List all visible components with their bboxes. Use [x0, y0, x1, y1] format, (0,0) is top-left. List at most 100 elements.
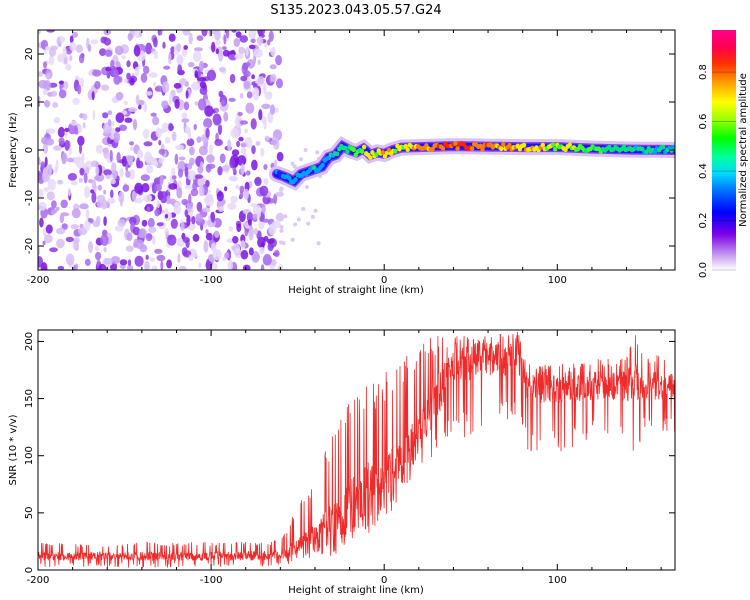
noise-blob [138, 31, 142, 38]
noise-blob [70, 224, 79, 230]
noise-blob [44, 234, 53, 244]
noise-blob [279, 228, 284, 233]
snr-y-tick-label: 100 [24, 446, 35, 465]
noise-blob [269, 64, 277, 70]
noise-blob [95, 251, 102, 261]
noise-blob [197, 98, 207, 111]
noise-blob [159, 30, 163, 36]
ridge-cell [351, 147, 356, 153]
noise-blob [182, 30, 191, 36]
noise-blob [261, 116, 267, 124]
noise-blob [267, 39, 271, 46]
ridge-cell [359, 149, 365, 154]
noise-blob [91, 179, 97, 189]
noise-blob [67, 173, 77, 181]
noise-blob [151, 265, 158, 270]
noise-blob [135, 239, 144, 250]
noise-blob [248, 30, 257, 39]
noise-blob [129, 77, 135, 86]
noise-blob [129, 169, 135, 180]
noise-blob [99, 48, 107, 56]
noise-blob [174, 201, 180, 206]
noise-blob [145, 91, 153, 96]
ridge-cell [550, 142, 556, 148]
noise-blob [88, 217, 92, 223]
noise-blob [240, 163, 245, 176]
ridge-cell [343, 145, 348, 151]
noise-blob [171, 131, 177, 142]
noise-blob [161, 122, 169, 133]
noise-blob [114, 45, 124, 56]
noise-blob [198, 60, 204, 73]
ridge-cell [361, 144, 367, 150]
noise-blob [205, 180, 210, 187]
noise-blob [140, 174, 150, 182]
noise-blob [168, 52, 172, 65]
noise-blob [238, 136, 244, 142]
noise-blob [175, 144, 185, 151]
noise-blob [246, 91, 253, 99]
noise-blob [268, 223, 277, 236]
snr-y-tick-label: 0 [24, 567, 35, 573]
noise-blob [194, 174, 204, 179]
noise-blob [188, 254, 194, 262]
noise-blob [260, 147, 265, 157]
noise-blob [234, 53, 244, 60]
noise-blob [313, 208, 318, 213]
noise-blob [203, 240, 209, 253]
noise-blob [214, 230, 220, 238]
noise-blob [43, 61, 47, 69]
noise-blob [252, 213, 258, 220]
noise-blob [145, 42, 153, 55]
ridge-cell [430, 146, 435, 152]
noise-blob [141, 219, 148, 227]
noise-blob [42, 143, 49, 154]
noise-blob [189, 146, 195, 156]
noise-blob [38, 102, 41, 108]
noise-blob [177, 168, 184, 178]
noise-blob [158, 157, 165, 164]
ridge-cell [671, 144, 675, 150]
noise-blob [57, 126, 65, 138]
noise-blob [79, 142, 82, 154]
noise-blob [192, 181, 198, 191]
noise-blob [168, 183, 178, 190]
noise-blob [184, 126, 191, 134]
noise-blob [228, 97, 236, 102]
noise-blob [237, 111, 243, 117]
noise-blob [224, 252, 230, 259]
noise-blob [41, 137, 48, 144]
noise-blob [126, 60, 131, 68]
noise-blob [133, 45, 141, 57]
noise-blob [275, 212, 285, 222]
noise-blob [263, 178, 269, 185]
noise-blob [198, 145, 208, 156]
snr-axes: -200 -100 0 100 0 50 100 150 200 [24, 330, 675, 586]
noise-blob [110, 178, 116, 185]
noise-blob [103, 147, 110, 159]
noise-blob [230, 195, 238, 204]
noise-blob [229, 157, 236, 169]
noise-blob [72, 31, 78, 38]
noise-blob [103, 36, 108, 42]
noise-blob [205, 259, 210, 270]
noise-blob [235, 31, 242, 38]
spectrogram-y-tick-label: 10 [24, 96, 35, 109]
noise-blob [206, 154, 215, 163]
colorbar-tick-label: 0.6 [698, 114, 709, 130]
noise-blob [181, 118, 190, 123]
noise-blob [111, 162, 117, 174]
noise-blob [58, 89, 67, 99]
noise-blob [149, 257, 156, 262]
noise-blob [71, 208, 81, 219]
noise-blob [140, 72, 148, 83]
noise-blob [290, 161, 295, 166]
noise-blob [240, 143, 247, 148]
snr-x-tick-label: 100 [548, 575, 567, 586]
colorbar-tick-label: 0.0 [698, 262, 709, 278]
noise-blob [124, 78, 128, 84]
noise-blob [183, 101, 190, 111]
noise-blob [217, 123, 223, 136]
noise-blob [227, 202, 237, 210]
noise-blob [250, 118, 257, 130]
